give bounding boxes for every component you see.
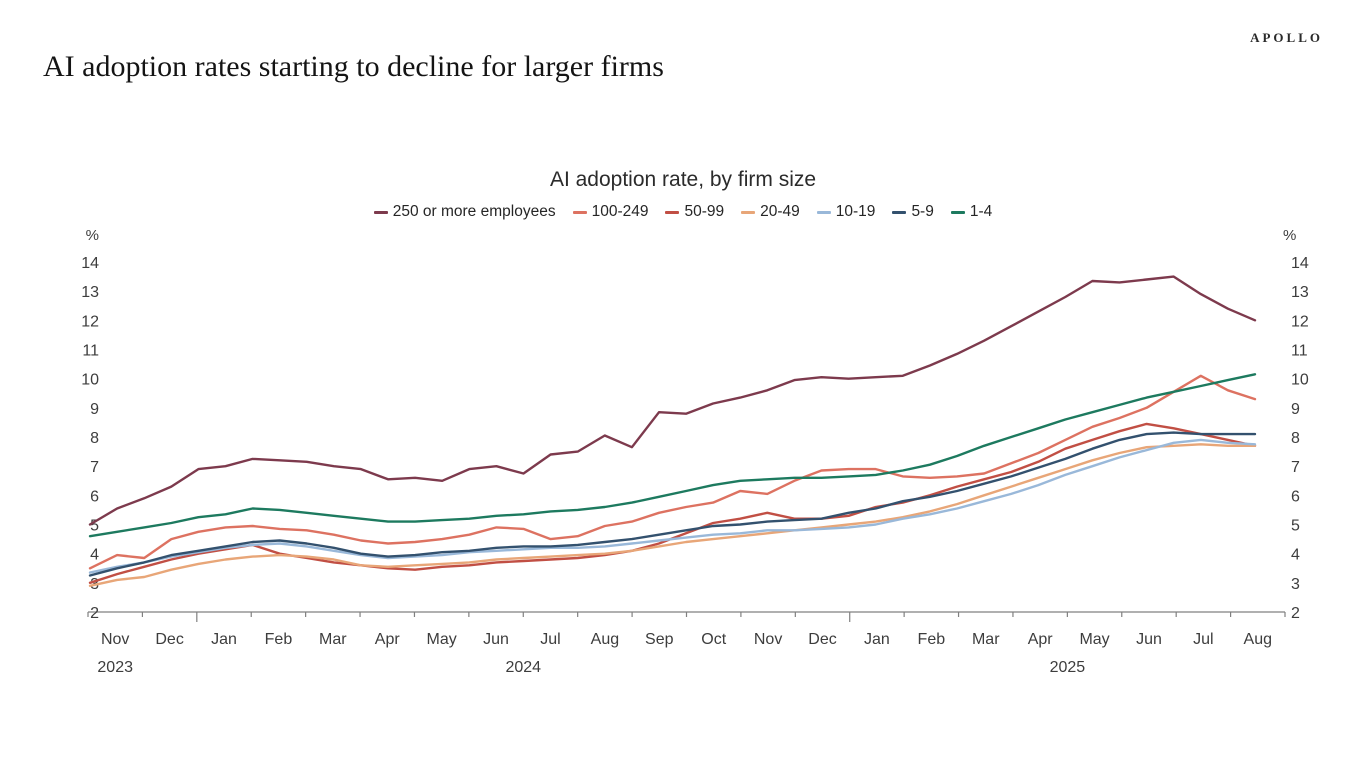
x-tick-label: Nov (101, 631, 129, 648)
y-axis-unit-right: % (1283, 227, 1296, 244)
y-tick-label-left: 6 (90, 488, 99, 505)
legend-label: 5-9 (911, 203, 934, 220)
y-tick-label-right: 11 (1291, 343, 1308, 360)
y-tick-label-right: 5 (1291, 518, 1300, 535)
series-line-250-or-more-employees (88, 275, 1257, 526)
apollo-logo: APOLLO (1250, 30, 1323, 45)
x-tick-label: Aug (1244, 631, 1272, 648)
legend-item-100-249: 100-249 (572, 203, 649, 221)
legend-label: 250 or more employees (392, 203, 556, 220)
x-year-label: 2025 (1050, 659, 1086, 676)
y-tick-label-right: 6 (1291, 488, 1300, 505)
x-tick-label: Mar (972, 631, 1000, 648)
x-tick-label: Jul (1193, 631, 1213, 648)
legend-item-20-49: 20-49 (741, 203, 800, 221)
x-tick-label: Jan (211, 631, 237, 648)
x-tick-label: Jun (483, 631, 509, 648)
legend-swatch-icon (816, 210, 831, 214)
y-tick-label-right: 14 (1291, 255, 1309, 272)
y-tick-label-left: 13 (81, 284, 99, 301)
y-tick-label-left: 14 (81, 255, 99, 272)
x-tick-label: Apr (1028, 631, 1054, 648)
x-year-label: 2023 (97, 659, 133, 676)
x-tick-label: Dec (155, 631, 183, 648)
y-tick-label-left: 5 (90, 518, 99, 535)
series-line-1-4 (88, 373, 1257, 538)
y-tick-label-right: 12 (1291, 313, 1309, 330)
y-tick-label-right: 2 (1291, 605, 1300, 622)
legend-item-5-9: 5-9 (892, 203, 934, 221)
x-tick-label: Feb (265, 631, 293, 648)
y-axis-unit-left: % (86, 227, 99, 244)
legend-label: 20-49 (760, 203, 800, 220)
x-tick-label: Oct (701, 631, 726, 648)
legend-swatch-icon (572, 210, 587, 214)
y-tick-label-right: 10 (1291, 372, 1309, 389)
x-tick-label: Mar (319, 631, 347, 648)
y-tick-label-left: 12 (81, 313, 99, 330)
legend-swatch-icon (741, 210, 756, 214)
x-tick-label: Aug (591, 631, 619, 648)
legend-label: 100-249 (591, 203, 649, 220)
x-tick-label: Jan (864, 631, 890, 648)
x-tick-label: Dec (808, 631, 836, 648)
legend-label: 1-4 (969, 203, 993, 220)
y-tick-label-left: 2 (90, 605, 99, 622)
legend-label: 50-99 (684, 203, 725, 220)
legend-swatch-icon (665, 210, 680, 214)
x-year-label: 2024 (505, 659, 541, 676)
x-tick-label: Nov (754, 631, 782, 648)
y-tick-label-left: 4 (90, 547, 99, 564)
legend-item-1-4: 1-4 (950, 203, 993, 221)
series-line-100-249 (88, 374, 1257, 570)
y-tick-label-left: 11 (82, 343, 99, 360)
y-tick-label-right: 8 (1291, 430, 1300, 447)
y-tick-label-left: 9 (90, 401, 99, 418)
series-line-50-99 (88, 422, 1257, 584)
series-line-20-49 (88, 443, 1257, 587)
legend-swatch-icon (892, 210, 907, 214)
y-tick-label-left: 8 (90, 430, 99, 447)
page-title: AI adoption rates starting to decline fo… (43, 50, 664, 83)
legend-swatch-icon (950, 210, 965, 214)
legend-label: 10-19 (835, 203, 876, 220)
y-tick-label-left: 7 (90, 459, 99, 476)
series-line-10-19 (88, 438, 1257, 574)
legend-item-250-or-more-employees: 250 or more employees (373, 203, 556, 221)
x-tick-label: Sep (645, 631, 674, 648)
chart-legend: 250 or more employees 100-249 50-99 20-4… (0, 203, 1366, 221)
series-line-5-9 (88, 431, 1257, 577)
legend-item-10-19: 10-19 (816, 203, 876, 221)
y-tick-label-right: 13 (1291, 284, 1309, 301)
chart-title: AI adoption rate, by firm size (549, 168, 817, 191)
x-tick-label: Feb (918, 631, 946, 648)
y-tick-label-right: 7 (1291, 459, 1300, 476)
x-tick-label: May (1079, 631, 1109, 648)
x-tick-label: Jul (540, 631, 560, 648)
y-tick-label-right: 9 (1291, 401, 1300, 418)
y-tick-label-right: 4 (1291, 547, 1300, 564)
y-tick-label-left: 10 (81, 372, 99, 389)
legend-item-50-99: 50-99 (665, 203, 724, 221)
y-tick-label-right: 3 (1291, 576, 1300, 593)
x-tick-label: Jun (1136, 631, 1162, 648)
legend-swatch-icon (373, 210, 388, 214)
x-tick-label: Apr (375, 631, 401, 648)
x-tick-label: May (427, 631, 457, 648)
